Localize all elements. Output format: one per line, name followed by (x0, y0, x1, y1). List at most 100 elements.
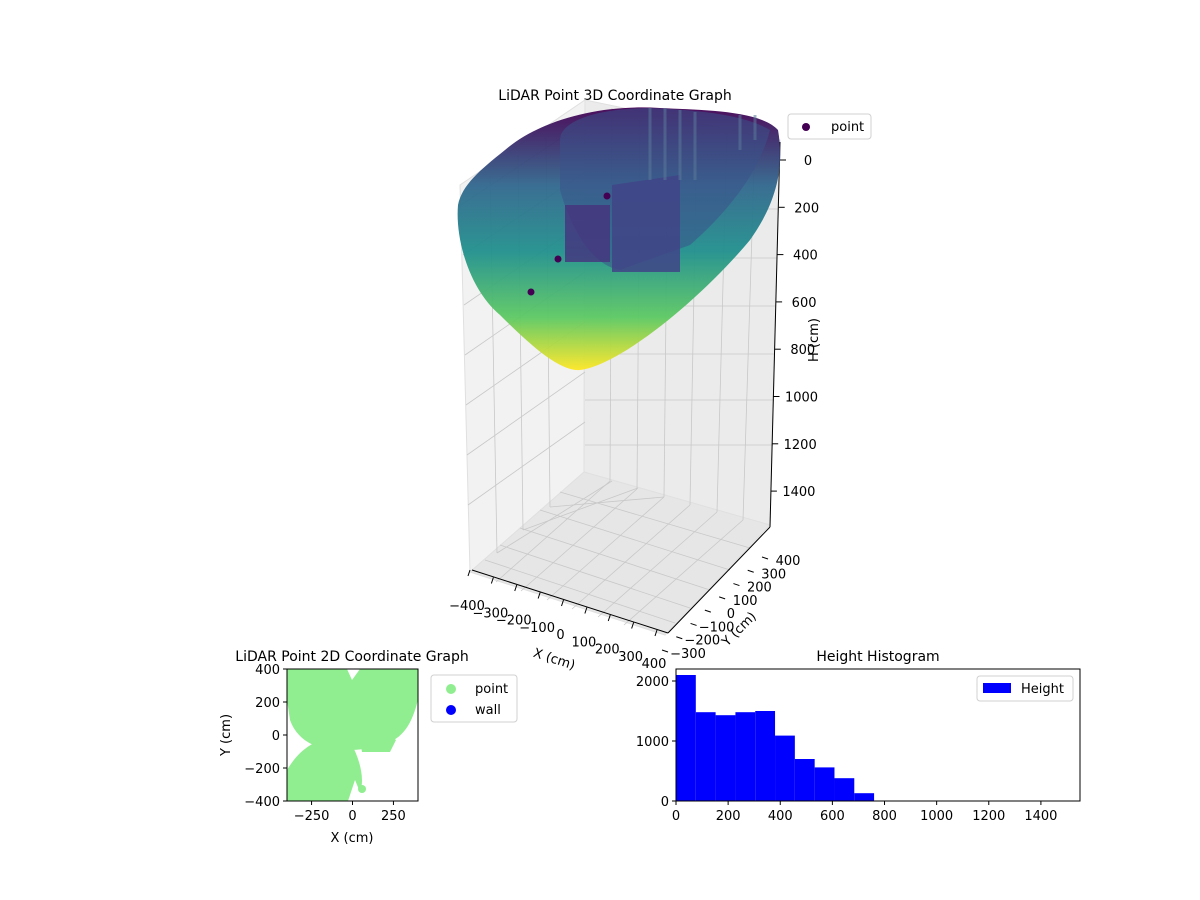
chart-histogram: Height Histogram 0 200 400 600 800 1000 1200 14… (636, 649, 1081, 824)
z-tick-label: 1200 (784, 438, 817, 453)
point-2d (358, 785, 366, 793)
points-2d-right-lobe (360, 736, 396, 752)
y-tick-label: −100 (699, 620, 735, 635)
histogram-bar (695, 712, 716, 801)
y-tick (761, 556, 769, 560)
hist-y-tick-label: 0 (661, 795, 669, 810)
hist-y-tick-labels: 0 1000 2000 (636, 675, 676, 810)
z-tick-label: 400 (793, 249, 818, 264)
chart-2d: LiDAR Point 2D Coordinate Graph −250 0 250… (219, 649, 518, 846)
points-2d-lower (287, 738, 363, 801)
chart-3d: LiDAR Point 3D Coordinate Graph (449, 88, 872, 674)
legend-3d-marker (802, 123, 810, 131)
y-tick-label: 400 (776, 554, 801, 569)
z-tick-label: 0 (804, 154, 812, 169)
histogram-bar (794, 759, 815, 801)
legend-2d-marker-point (446, 684, 456, 694)
legend-hist-swatch (983, 683, 1011, 693)
x-tick-label: −300 (473, 606, 509, 621)
x-tick (561, 599, 564, 607)
legend-2d-marker-wall (446, 705, 456, 715)
chart-3d-title: LiDAR Point 3D Coordinate Graph (498, 88, 731, 104)
z-tick-label: 1000 (785, 391, 818, 406)
chart-2d-title: LiDAR Point 2D Coordinate Graph (235, 649, 468, 665)
hist-x-tick-label: 1200 (972, 809, 1005, 824)
hist-x-tick-label: 800 (872, 809, 897, 824)
hist-y-tick-label: 1000 (636, 735, 669, 750)
histogram-bar (814, 767, 835, 801)
points-2d-upper (287, 669, 418, 751)
y2-tick-labels: 400 200 0 −200 −400 (244, 663, 287, 810)
hist-y-tick-label: 2000 (636, 675, 669, 690)
y-tick (690, 622, 697, 626)
histogram-bar (755, 711, 776, 801)
histogram-bar (735, 712, 756, 801)
x-axis-label: X (cm) (531, 646, 577, 674)
z-tick-label: 1400 (782, 485, 815, 500)
z-tick-label: 800 (790, 343, 815, 358)
y2-tick-label: −400 (244, 795, 280, 810)
z-axis-label: H (cm) (807, 318, 822, 362)
x-tick (490, 577, 494, 584)
x2-tick-label: 250 (381, 809, 406, 824)
x2-tick-labels: −250 0 250 (294, 801, 406, 824)
x-tick-label: 300 (618, 650, 643, 665)
legend-3d-label: point (831, 120, 864, 135)
x-tick-label: −200 (496, 614, 532, 629)
y-tick (718, 596, 726, 600)
point-outlier (527, 288, 535, 296)
y2-axis-label: Y (cm) (219, 714, 234, 757)
x-tick (537, 592, 541, 599)
x2-tick-label: 0 (348, 809, 356, 824)
histogram-bar (676, 675, 696, 801)
plot-frame-hist (675, 668, 1081, 802)
y-tick-label: 0 (727, 607, 735, 622)
point-outlier (603, 192, 611, 200)
x2-tick-label: −250 (294, 809, 330, 824)
legend-2d-label-wall: wall (475, 703, 501, 718)
z-tick-label: 200 (794, 201, 819, 216)
y-tick (733, 583, 740, 587)
y2-tick-label: 0 (272, 729, 280, 744)
y2-tick-label: −200 (244, 762, 280, 777)
x-tick-label: 100 (571, 635, 596, 650)
hist-x-tick-label: 1400 (1024, 809, 1057, 824)
x-tick-label: −100 (519, 621, 555, 636)
legend-2d-label-point: point (475, 682, 508, 697)
x2-axis-label: X (cm) (331, 831, 374, 846)
points-2d (287, 669, 418, 801)
point-outlier (554, 255, 562, 263)
hist-x-tick-labels: 0 200 400 600 800 1000 1200 1400 (672, 801, 1057, 824)
x-tick-label: 0 (556, 628, 564, 643)
x-tick (467, 569, 471, 577)
histogram-title: Height Histogram (816, 649, 939, 665)
legend-hist: Height (976, 675, 1074, 702)
histogram-bar (775, 735, 795, 801)
histogram-bar (834, 778, 855, 801)
hist-x-tick-label: 600 (820, 809, 845, 824)
histogram-bar (854, 793, 875, 801)
legend-hist-label: Height (1021, 682, 1064, 697)
y-tick-label: 300 (761, 567, 786, 582)
y-tick (661, 649, 669, 653)
x-tick (607, 614, 611, 622)
y-tick-label: 200 (747, 581, 772, 596)
histogram-bar (715, 715, 736, 801)
legend-3d: point (787, 113, 872, 140)
hist-x-tick-label: 0 (672, 809, 680, 824)
y-tick-label: −200 (684, 634, 720, 649)
x-tick (654, 629, 658, 637)
x-tick-label: 200 (595, 643, 620, 658)
hist-x-tick-label: 400 (768, 809, 793, 824)
point-cloud-columns (565, 205, 610, 262)
legend-2d: point wall (430, 674, 518, 723)
hist-x-tick-label: 1000 (920, 809, 953, 824)
y-tick (747, 569, 754, 573)
y-tick (704, 609, 712, 613)
histogram-bars (676, 675, 875, 801)
axes-3d (471, 141, 781, 634)
point-cloud-wall (612, 175, 680, 272)
